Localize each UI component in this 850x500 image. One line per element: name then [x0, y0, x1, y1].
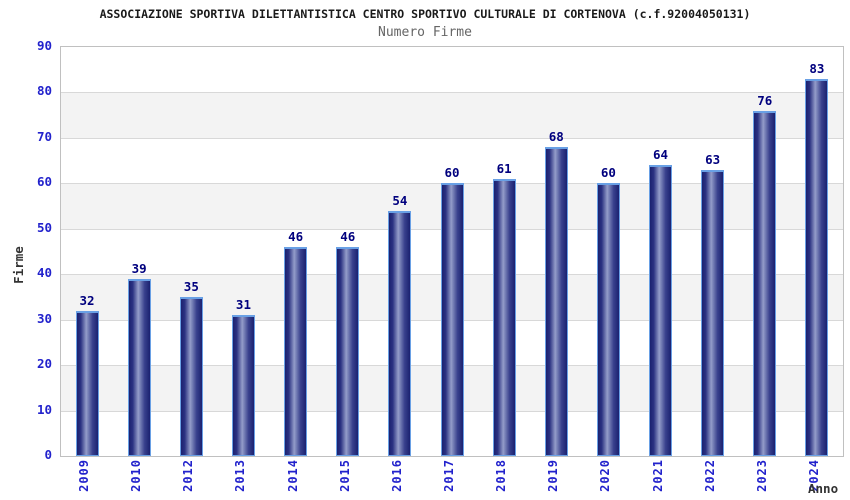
x-tick-label: 2015	[337, 459, 352, 492]
bar-value-label: 31	[235, 297, 251, 313]
bar-value-label: 61	[496, 160, 512, 176]
bar-value-label: 83	[809, 60, 825, 76]
bar-2021	[649, 165, 673, 456]
bar-2019	[544, 146, 568, 456]
bar-2020	[596, 183, 620, 456]
bar-2016	[388, 210, 412, 456]
bar-value-label: 46	[340, 228, 356, 244]
x-tick-label: 2009	[77, 459, 92, 492]
bar-value-label: 32	[79, 292, 95, 308]
bar-2017	[440, 183, 464, 456]
bar-value-label: 68	[548, 128, 564, 144]
x-tick-label: 2021	[650, 459, 665, 492]
bar-2018	[492, 178, 516, 456]
bar-value-label: 76	[757, 92, 773, 108]
bar-2010	[127, 278, 151, 456]
x-tick-label: 2020	[598, 459, 613, 492]
y-tick-label: 70	[36, 128, 52, 144]
x-tick-label: 2010	[129, 459, 144, 492]
x-tick-label: 2019	[546, 459, 561, 492]
gridline	[61, 137, 843, 139]
chart-subtitle: Numero Firme	[378, 25, 472, 40]
bar-value-label: 60	[444, 165, 460, 181]
y-tick-label: 40	[36, 265, 52, 281]
bar-2015	[336, 246, 360, 456]
bar-value-label: 39	[131, 260, 147, 276]
y-tick-label: 10	[36, 401, 52, 417]
y-axis-title: Firme	[11, 246, 26, 284]
chart-title: ASSOCIAZIONE SPORTIVA DILETTANTISTICA CE…	[99, 7, 751, 21]
y-tick-label: 90	[36, 38, 52, 53]
plot-area: 32 39 35 31 46 46 54 60 61 68 60 64 63 76 83	[60, 46, 844, 457]
x-tick-label: 2017	[442, 459, 456, 492]
x-tick-label: 2016	[389, 459, 404, 492]
bar-2014	[284, 246, 308, 456]
gridline	[61, 92, 843, 94]
bar-2024	[805, 78, 829, 456]
y-tick-label: 30	[36, 310, 52, 326]
y-tick-label: 20	[36, 356, 52, 372]
plot-band	[61, 47, 843, 93]
bar-2022	[701, 169, 725, 456]
bar-value-label: 63	[705, 151, 721, 167]
bar-value-label: 46	[288, 228, 304, 244]
x-tick-label: 2013	[233, 459, 248, 492]
y-tick-label: 80	[36, 83, 52, 99]
x-tick-label: 2012	[181, 459, 196, 492]
x-tick-label: 2022	[702, 459, 717, 492]
bar-value-label: 54	[392, 192, 408, 208]
x-tick-label: 2023	[754, 459, 769, 492]
plot-band	[61, 92, 843, 138]
bar-value-label: 64	[653, 147, 669, 163]
y-tick-label: 50	[36, 219, 52, 235]
bar-2013	[231, 315, 255, 456]
x-tick-label: 2014	[285, 459, 300, 492]
y-tick-label: 0	[44, 447, 52, 462]
x-tick-label: 2018	[494, 459, 509, 492]
y-tick-label: 60	[36, 174, 52, 190]
x-axis-title: Anno	[808, 481, 839, 496]
bar-value-label: 60	[600, 165, 616, 181]
bar-2023	[753, 110, 777, 456]
bar-value-label: 35	[183, 278, 199, 294]
bar-2012	[179, 296, 203, 456]
bar-2009	[75, 310, 99, 456]
